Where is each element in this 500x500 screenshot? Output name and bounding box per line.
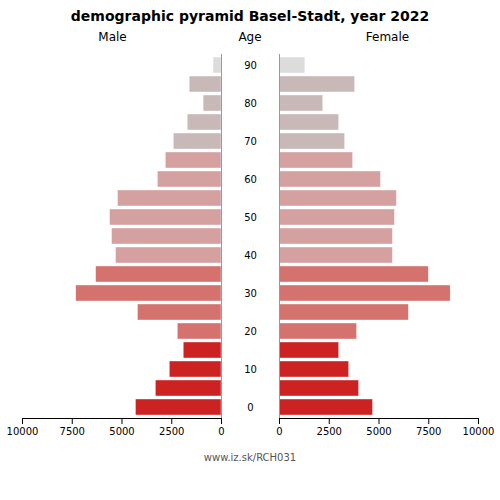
- svg-text:80: 80: [244, 98, 257, 109]
- svg-text:10000: 10000: [7, 426, 39, 437]
- svg-text:40: 40: [244, 250, 257, 261]
- svg-text:10: 10: [244, 364, 257, 375]
- svg-text:70: 70: [244, 136, 257, 147]
- svg-text:7500: 7500: [416, 426, 441, 437]
- html-text:demographic pyramid Basel-Stad: demographic pyramid Basel-Stadt, year 20…: [70, 8, 430, 24]
- svg-text:20: 20: [244, 326, 257, 337]
- svg-text:90: 90: [244, 60, 257, 71]
- html-text:www.iz.sk/RCH031: www.iz.sk/RCH031: [203, 452, 297, 463]
- svg-text:0: 0: [247, 402, 253, 413]
- svg-text:5000: 5000: [366, 426, 391, 437]
- svg-text:0: 0: [218, 426, 224, 437]
- svg-text:60: 60: [244, 174, 257, 185]
- html-text:Female: Female: [365, 30, 410, 44]
- svg-text:10000: 10000: [463, 426, 495, 437]
- svg-text:2500: 2500: [159, 426, 184, 437]
- svg-text:0: 0: [276, 426, 282, 437]
- svg-text:30: 30: [244, 288, 257, 299]
- html-text:Age: Age: [238, 30, 262, 44]
- svg-text:7500: 7500: [60, 426, 85, 437]
- svg-text:5000: 5000: [109, 426, 134, 437]
- svg-text:2500: 2500: [317, 426, 342, 437]
- html-text:Male: Male: [98, 30, 127, 44]
- svg-text:50: 50: [244, 212, 257, 223]
